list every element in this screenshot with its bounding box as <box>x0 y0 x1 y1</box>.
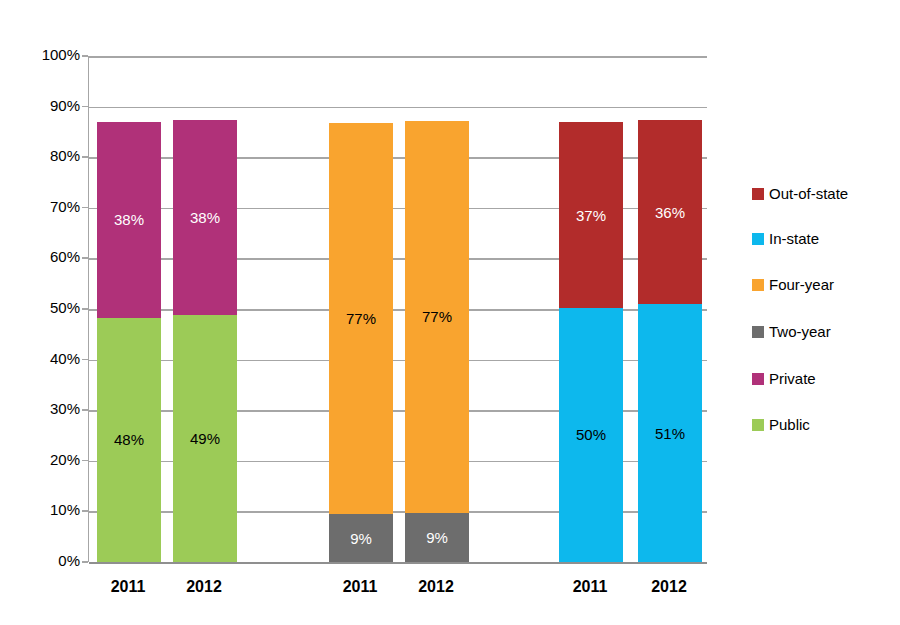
data-label: 48% <box>114 431 144 448</box>
legend-label: Private <box>769 370 816 388</box>
legend-swatch-icon <box>752 233 764 245</box>
legend-label: Two-year <box>769 323 831 341</box>
x-axis-label-in-out-state-2012: 2012 <box>629 578 709 596</box>
x-axis-label-public-private-2011: 2011 <box>88 578 168 596</box>
bar-in-out-state-2011: 37% 50% <box>559 122 623 562</box>
y-axis-label-80%: 80% <box>32 148 80 164</box>
y-tick-30% <box>82 409 88 411</box>
bar-two-four-year-2012: 77% 9% <box>405 121 469 562</box>
legend-label: Out-of-state <box>769 185 848 203</box>
segment-out-of-state: 37% <box>559 122 623 308</box>
y-tick-0% <box>82 561 88 563</box>
y-tick-40% <box>82 359 88 361</box>
x-axis-label-two-four-year-2012: 2012 <box>396 578 476 596</box>
data-label: 77% <box>346 310 376 327</box>
segment-out-of-state: 36% <box>638 120 702 304</box>
legend-item-two-year: Two-year <box>752 323 831 341</box>
bar-public-private-2012: 38% 49% <box>173 120 237 562</box>
data-label: 36% <box>655 204 685 221</box>
data-label: 51% <box>655 425 685 442</box>
y-axis-label-10%: 10% <box>32 502 80 518</box>
legend-swatch-icon <box>752 419 764 431</box>
data-label: 77% <box>422 308 452 325</box>
bar-in-out-state-2012: 36% 51% <box>638 120 702 562</box>
x-axis-label-in-out-state-2011: 2011 <box>550 578 630 596</box>
segment-private: 38% <box>97 122 161 317</box>
segment-private: 38% <box>173 120 237 314</box>
segment-four-year: 77% <box>405 121 469 513</box>
y-tick-90% <box>82 106 88 108</box>
y-axis-label-0%: 0% <box>32 553 80 569</box>
segment-public: 49% <box>173 315 237 562</box>
data-label: 9% <box>350 530 372 547</box>
y-tick-60% <box>82 257 88 259</box>
legend-item-four-year: Four-year <box>752 276 834 294</box>
legend-label: In-state <box>769 230 819 248</box>
data-label: 9% <box>426 529 448 546</box>
segment-two-year: 9% <box>329 514 393 562</box>
stacked-bar-chart: 38% 48% 38% 49% 77% 9% 77% 9% 37% 50% 36% 51% 0% 10%… <box>0 0 900 625</box>
segment-in-state: 51% <box>638 304 702 562</box>
gridline-100% <box>89 56 707 58</box>
y-axis-label-70%: 70% <box>32 199 80 215</box>
y-axis-label-90%: 90% <box>32 98 80 114</box>
legend-swatch-icon <box>752 279 764 291</box>
y-tick-20% <box>82 460 88 462</box>
data-label: 37% <box>576 207 606 224</box>
plot-area: 38% 48% 38% 49% 77% 9% 77% 9% 37% 50% 36% 51% <box>88 56 707 562</box>
legend-label: Public <box>769 416 810 434</box>
data-label: 38% <box>114 211 144 228</box>
y-axis-label-60%: 60% <box>32 249 80 265</box>
x-axis-label-public-private-2012: 2012 <box>164 578 244 596</box>
y-tick-50% <box>82 308 88 310</box>
gridline-90% <box>89 107 707 109</box>
legend-item-public: Public <box>752 416 810 434</box>
y-tick-10% <box>82 510 88 512</box>
y-axis-label-40%: 40% <box>32 351 80 367</box>
bar-two-four-year-2011: 77% 9% <box>329 123 393 562</box>
legend-label: Four-year <box>769 276 834 294</box>
segment-public: 48% <box>97 318 161 562</box>
segment-in-state: 50% <box>559 308 623 562</box>
y-tick-100% <box>82 55 88 57</box>
y-tick-80% <box>82 156 88 158</box>
segment-two-year: 9% <box>405 513 469 562</box>
legend-item-out-of-state: Out-of-state <box>752 185 848 203</box>
x-axis-label-two-four-year-2011: 2011 <box>320 578 400 596</box>
x-axis-line <box>89 562 707 564</box>
data-label: 38% <box>190 209 220 226</box>
y-axis-label-20%: 20% <box>32 452 80 468</box>
legend-item-in-state: In-state <box>752 230 819 248</box>
legend-swatch-icon <box>752 326 764 338</box>
y-tick-70% <box>82 207 88 209</box>
data-label: 49% <box>190 430 220 447</box>
data-label: 50% <box>576 426 606 443</box>
legend-swatch-icon <box>752 188 764 200</box>
bar-public-private-2011: 38% 48% <box>97 122 161 562</box>
y-axis-label-30%: 30% <box>32 401 80 417</box>
y-axis-label-100%: 100% <box>32 47 80 63</box>
y-axis-label-50%: 50% <box>32 300 80 316</box>
segment-four-year: 77% <box>329 123 393 514</box>
legend-swatch-icon <box>752 373 764 385</box>
legend-item-private: Private <box>752 370 816 388</box>
